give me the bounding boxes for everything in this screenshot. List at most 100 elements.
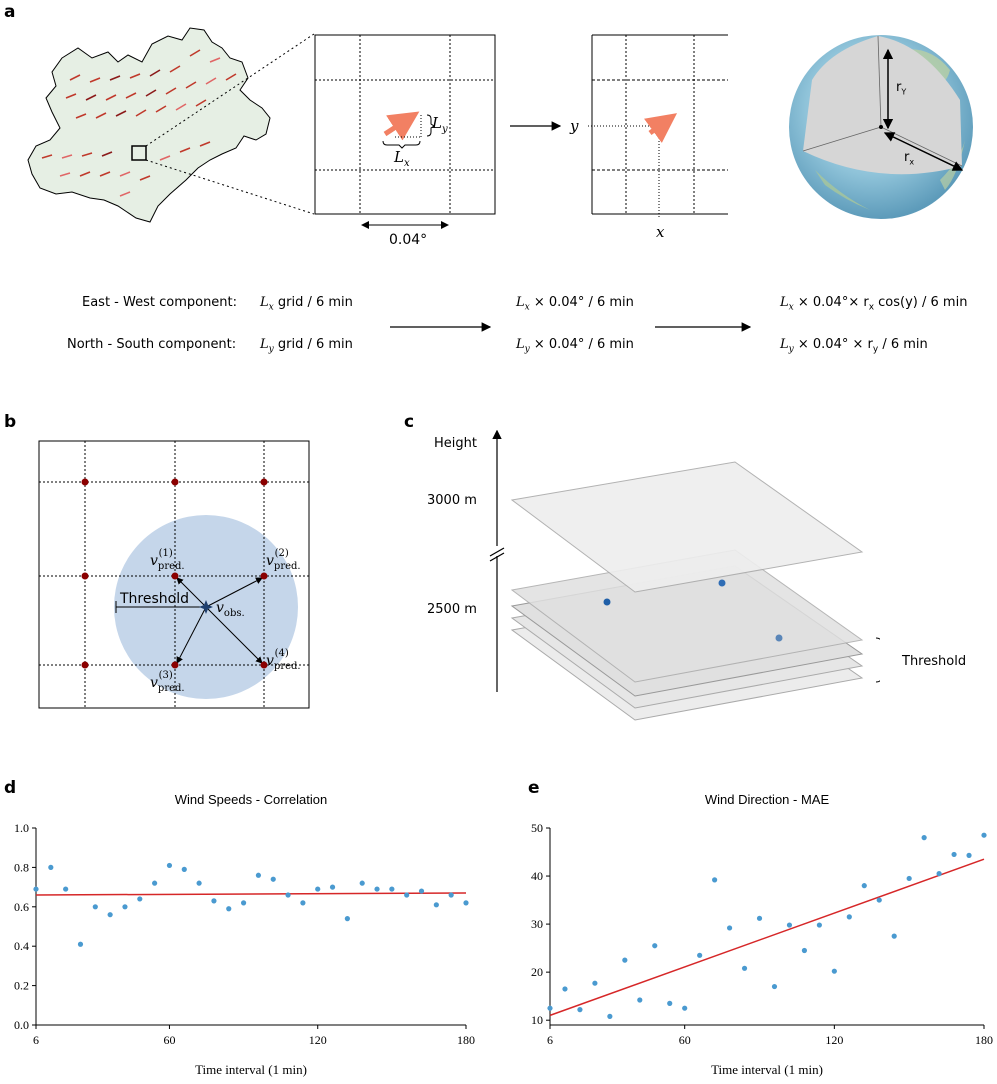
ew-component-label: East - West component: — [82, 295, 238, 310]
chart-d-point — [448, 892, 454, 898]
ew-step3: Lx × 0.04°× rx cos(y) / 6 min — [780, 295, 968, 313]
ns-step1: Ly grid / 6 min — [260, 337, 353, 355]
grid-points — [81, 478, 268, 669]
chart-e-point — [726, 925, 733, 931]
ly-label: Ly — [432, 114, 448, 135]
chart-e-xtick-label: 60 — [679, 1033, 691, 1045]
chart-e-point — [547, 1005, 553, 1011]
chart-d-point — [226, 906, 232, 912]
earth-globe — [789, 35, 973, 219]
chart-d-point — [48, 864, 54, 870]
chart-e-point — [682, 1005, 688, 1011]
chart-d-point — [389, 886, 395, 892]
x-axis-label: x — [656, 223, 665, 241]
chart-e-ytick-label: 40 — [531, 869, 543, 883]
height-2500: 2500 m — [427, 602, 477, 617]
height-3000: 3000 m — [427, 493, 477, 508]
zoom-grid-panel — [314, 34, 496, 229]
chart-e-point — [816, 922, 822, 928]
chart-e-point — [981, 832, 987, 838]
chart-d-point — [152, 880, 158, 886]
chart-d-point — [404, 892, 410, 898]
chart-d-xlabel: Time interval (1 min) — [195, 1062, 307, 1077]
station-point-1 — [603, 598, 611, 606]
chart-d-point — [315, 886, 321, 892]
chart-d-point — [166, 862, 173, 869]
panel-d-letter: d — [4, 778, 17, 798]
threshold-label-c: Threshold — [902, 654, 967, 669]
conversion-arrows — [390, 322, 752, 332]
chart-d-fit-line — [35, 892, 467, 896]
ns-step2: Ly × 0.04° / 6 min — [516, 337, 634, 355]
chart-e-point — [577, 1007, 583, 1013]
chart-e-point — [846, 914, 852, 920]
height-axis-label: Height — [434, 436, 477, 451]
chart-d-title: Wind Speeds - Correlation — [174, 792, 328, 807]
chart-e-ytick-label: 50 — [531, 821, 543, 835]
chart-e-point — [622, 957, 628, 963]
chart-e-point — [592, 980, 598, 986]
chart-e-point — [786, 922, 793, 928]
chart-e-point — [562, 986, 568, 992]
chart-e-point — [876, 897, 882, 903]
ns-component-label: North - South component: — [67, 337, 237, 352]
chart-d-ytick-label: 1.0 — [14, 821, 29, 835]
chart-e-point — [697, 952, 703, 958]
chart-d-point — [63, 886, 69, 892]
chart-d-ytick-label: 0.2 — [14, 979, 29, 993]
chart-d-ytick-label: 0.6 — [14, 900, 29, 914]
panel-c-letter: c — [404, 412, 415, 432]
chart-e-xtick-label: 180 — [975, 1033, 993, 1045]
panel-e-letter: e — [528, 778, 540, 798]
chart-e-xtick-label: 6 — [547, 1033, 553, 1045]
chart-e-point — [771, 983, 778, 990]
chart-d-point — [33, 886, 39, 892]
chart-e-point — [712, 877, 718, 883]
ns-step3: Ly × 0.04° × ry / 6 min — [780, 337, 928, 355]
chart-e-point — [741, 965, 748, 971]
chart-e-point — [966, 852, 972, 858]
zoom-box — [131, 145, 147, 161]
map-wind-arrows — [41, 49, 237, 197]
chart-e-point — [951, 851, 957, 858]
chart-d-point — [270, 876, 276, 882]
ew-step2: Lx × 0.04° / 6 min — [516, 295, 634, 313]
chart-d-point — [240, 900, 247, 906]
chart-d-point — [344, 916, 350, 922]
chart-d-point — [77, 941, 84, 947]
threshold-label-b: Threshold — [120, 591, 189, 607]
chart-d-point — [418, 888, 425, 894]
chart-d: 0.0 0.2 0.4 0.6 0.8 1.0 6 60 120 180 — [14, 821, 475, 1045]
chart-d-point — [329, 884, 336, 890]
chart-d-xtick-label: 6 — [33, 1033, 39, 1045]
observation-star — [199, 600, 213, 614]
chart-e-ytick-label: 30 — [531, 917, 543, 931]
chart-d-point — [300, 900, 306, 906]
chart-e-point — [652, 943, 658, 949]
v-pred-2: vpred.(2) — [266, 548, 301, 572]
chart-d-ytick-label: 0.8 — [14, 860, 29, 874]
chart-d-ytick-label: 0.0 — [14, 1018, 29, 1032]
y-axis-label: y — [570, 117, 579, 135]
chart-d-ytick-label: 0.4 — [14, 939, 29, 953]
grid-spacing-label: 0.04° — [389, 232, 428, 248]
earth-ry-label: rY — [896, 80, 907, 97]
chart-d-point — [211, 898, 217, 904]
station-point-3 — [775, 634, 783, 642]
chart-e-xlabel: Time interval (1 min) — [711, 1062, 823, 1077]
chart-e-fit-line — [549, 858, 985, 1017]
chart-e-point — [637, 997, 643, 1003]
panel-b-letter: b — [4, 412, 17, 432]
chart-d-xtick-label: 120 — [309, 1033, 327, 1045]
chart-d-point — [122, 904, 128, 910]
chart-e-point — [891, 933, 897, 939]
chart-d-xtick-label: 60 — [163, 1033, 175, 1045]
chart-d-point — [433, 902, 439, 908]
chart-e-point — [831, 968, 837, 974]
chart-d-point — [181, 866, 187, 872]
chart-d-xtick-label: 180 — [457, 1033, 475, 1045]
chart-d-point — [285, 892, 291, 898]
chart-e-xtick-label: 120 — [825, 1033, 843, 1045]
chart-e-ytick-label: 10 — [531, 1013, 543, 1027]
